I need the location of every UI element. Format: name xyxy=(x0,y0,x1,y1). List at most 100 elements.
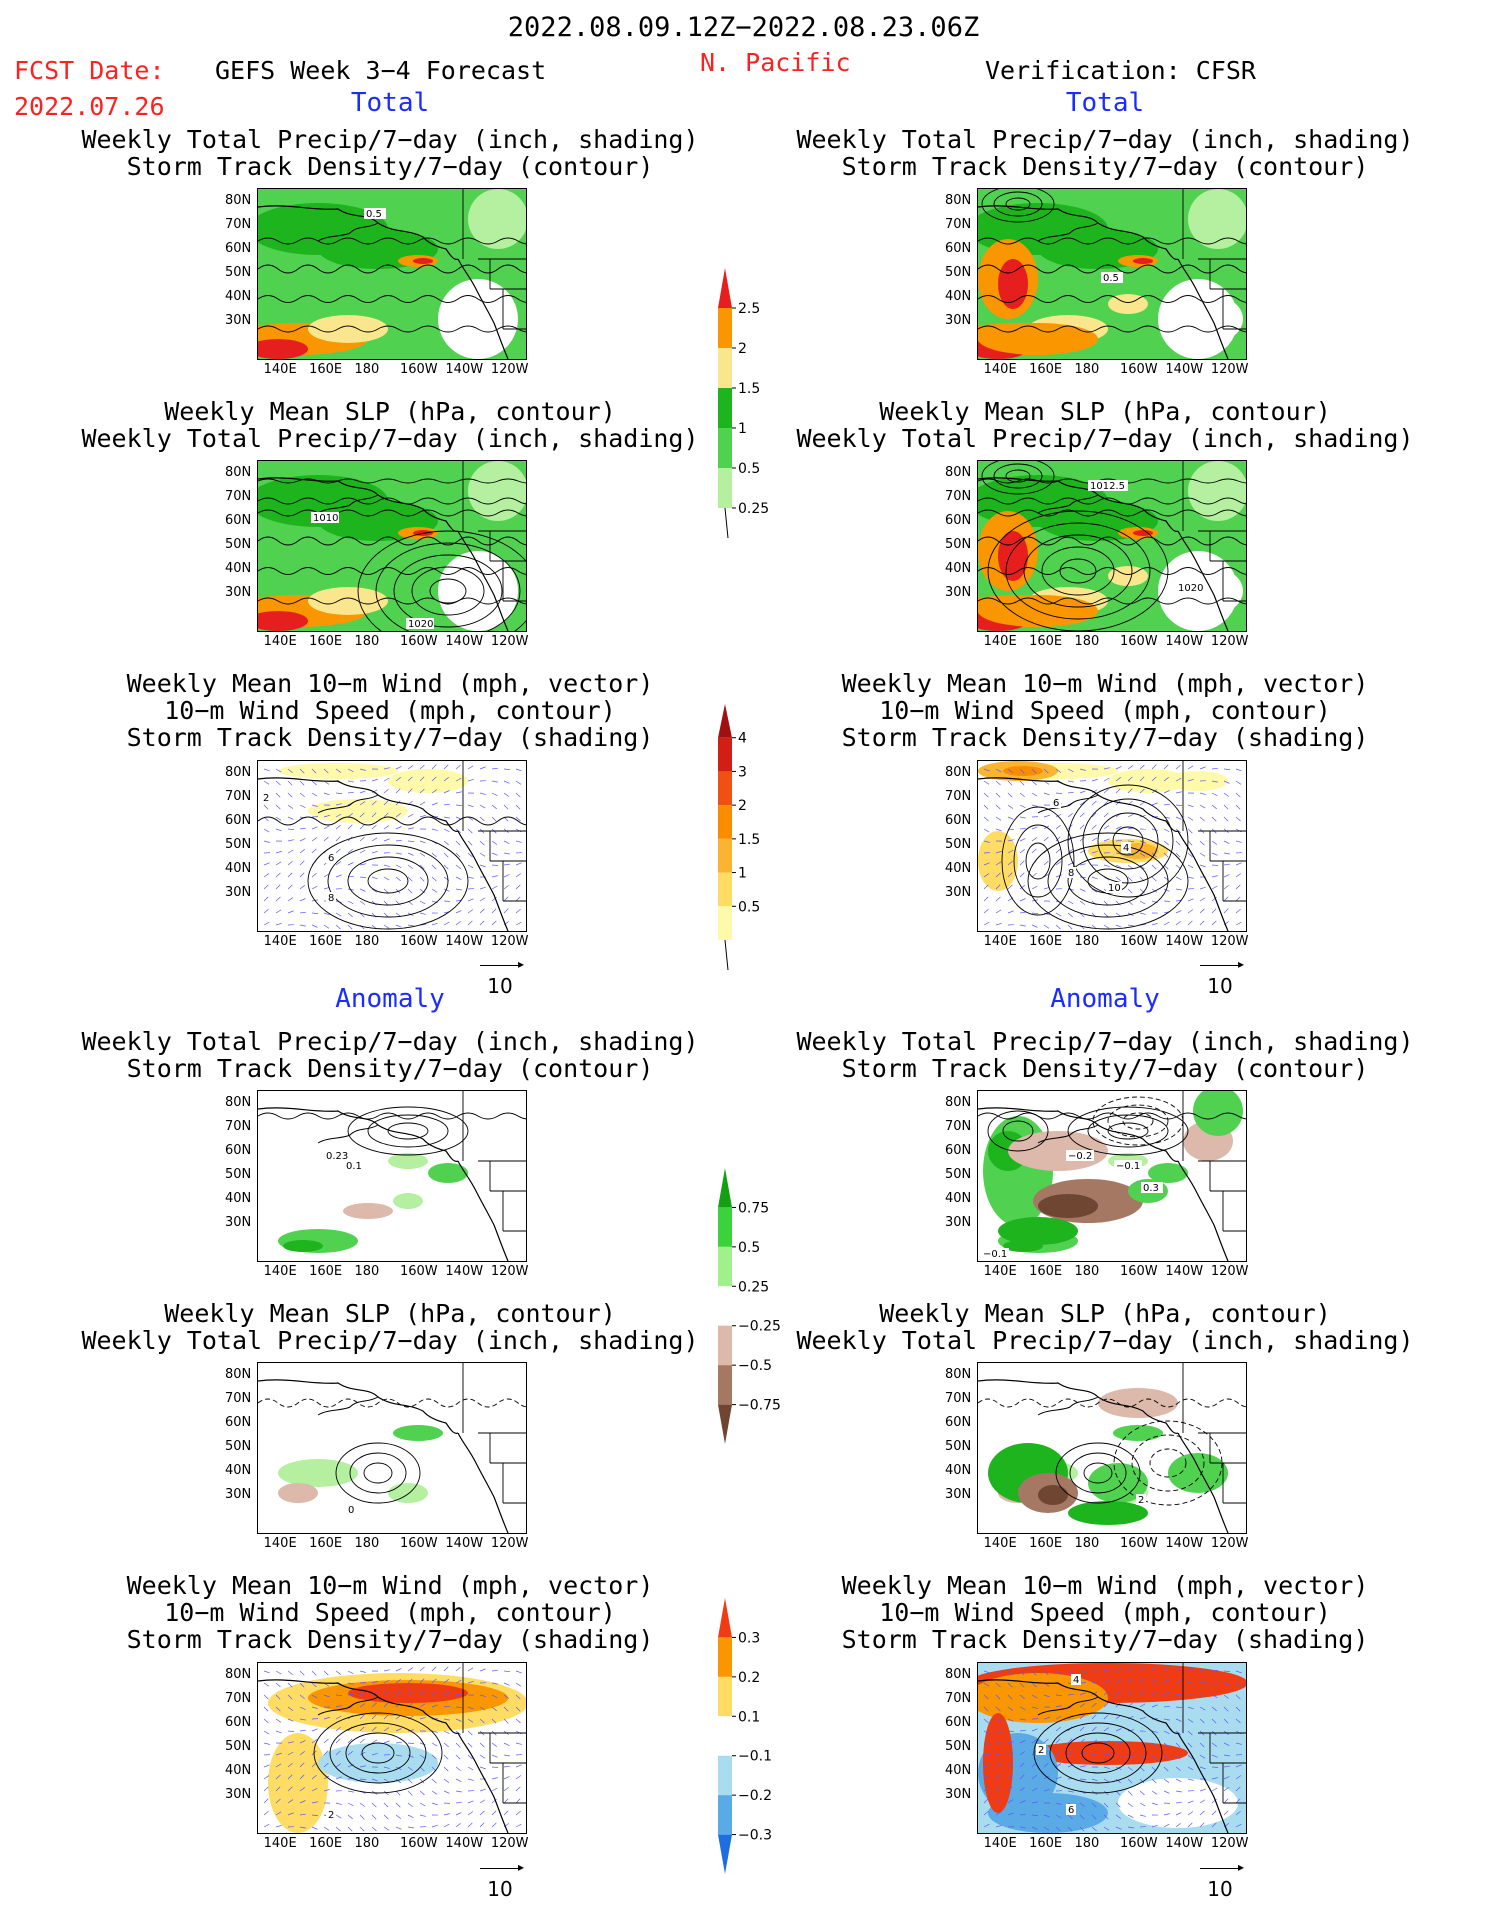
wind-speed-contour xyxy=(1112,826,1144,856)
colorbar-segment xyxy=(718,737,732,772)
lat-tick-label: 40N xyxy=(945,561,972,576)
shading-region xyxy=(343,1203,393,1219)
aleutians xyxy=(317,1124,379,1144)
panel-title: Weekly Mean SLP (hPa, contour) Weekly Tot… xyxy=(796,1299,1414,1355)
colorbar-label: 0.2 xyxy=(738,1670,760,1686)
track-anom-shading xyxy=(268,1733,328,1833)
contour-label: 4 xyxy=(1123,843,1129,854)
contour-label-bg xyxy=(1141,1182,1163,1193)
map-panel-forecast-slp: 1010 1020 xyxy=(257,460,527,632)
coastline xyxy=(457,530,509,631)
lon-tick-label: 140W xyxy=(1165,634,1204,649)
contour-label-bg xyxy=(1176,582,1204,593)
lat-tick-label: 80N xyxy=(945,1667,972,1682)
lon-tick-label: 140W xyxy=(1165,1836,1204,1851)
contour-label-bg xyxy=(1088,480,1128,491)
date-range: 2022.08.09.12Z−2022.08.23.06Z xyxy=(507,12,980,43)
slp-contour xyxy=(429,578,467,604)
shading-region xyxy=(413,258,433,264)
colorbar-track_total: 4 3 2 1.5 1 0.5 xyxy=(718,704,788,974)
colorbar-segment xyxy=(718,1168,732,1208)
contour-label-bg xyxy=(1051,797,1061,808)
lat-tick-label: 40N xyxy=(225,561,252,576)
contour-line xyxy=(993,191,1043,217)
track-contour xyxy=(258,1112,526,1120)
shading-region xyxy=(1188,461,1246,521)
coastline xyxy=(1177,1732,1229,1833)
contour-line xyxy=(978,295,1246,303)
lon-tick-label: 140W xyxy=(1165,934,1204,949)
state-borders xyxy=(462,461,526,602)
coastline xyxy=(258,1107,459,1162)
lon-tick-label: 160E xyxy=(1029,362,1063,377)
lon-tick-label: 140W xyxy=(445,1264,484,1279)
contour-line xyxy=(258,237,526,245)
colorbar-segment xyxy=(718,771,732,806)
lat-tick-label: 60N xyxy=(945,1715,972,1730)
shading-region xyxy=(1068,1501,1148,1525)
lat-tick-label: 80N xyxy=(225,1667,252,1682)
slp-contour xyxy=(258,497,526,505)
lat-tick-label: 50N xyxy=(945,837,972,852)
colorbar-label: 0.5 xyxy=(738,1240,760,1256)
colorbar-track_anom: 0.3 0.2 0.1 −0.1 −0.2 −0.3 xyxy=(718,1598,788,1908)
verification-label: Verification: CFSR xyxy=(985,56,1256,85)
contour-label-bg xyxy=(981,1248,1009,1259)
state-borders xyxy=(1182,1091,1246,1232)
map-panel-forecast-precip: 0.5 xyxy=(257,188,527,360)
lat-tick-label: 70N xyxy=(945,489,972,504)
fcst-date-label: FCST Date: xyxy=(14,56,165,85)
map-panel-verif-slp-anom: 2 xyxy=(977,1362,1247,1534)
contour-label: −0.1 xyxy=(1116,1161,1140,1172)
map-panel-verif-wind-anom: 4 2 6 xyxy=(977,1662,1247,1834)
lat-tick-label: 40N xyxy=(945,1763,972,1778)
shading-region xyxy=(258,339,308,359)
shading-region xyxy=(283,1240,323,1252)
lat-tick-label: 70N xyxy=(945,217,972,232)
colorbar-segment xyxy=(718,468,732,508)
lon-tick-label: 180 xyxy=(354,362,380,377)
map-panel-forecast-precip-anom: 0.23 0.1 xyxy=(257,1090,527,1262)
vector-reference: ▸ 10 xyxy=(1200,957,1244,998)
colorbar-segment xyxy=(718,1676,732,1717)
shading-region xyxy=(1193,1091,1243,1136)
lon-tick-label: 160E xyxy=(309,934,343,949)
wind-speed-contour xyxy=(1001,806,1075,916)
contour-label-bg xyxy=(326,892,336,903)
shading-region xyxy=(278,1483,318,1503)
contour-label-bg xyxy=(364,208,386,219)
contour-line xyxy=(981,189,1055,223)
state-borders xyxy=(462,1663,526,1804)
lon-tick-label: 140E xyxy=(983,934,1017,949)
lon-tick-label: 140E xyxy=(983,1264,1017,1279)
lat-tick-label: 70N xyxy=(225,1391,252,1406)
coastline xyxy=(258,1379,459,1434)
lat-tick-label: 40N xyxy=(225,1763,252,1778)
coastline xyxy=(457,1160,509,1261)
track-shading-bg xyxy=(258,761,526,931)
track-contour xyxy=(347,1106,469,1156)
lon-tick-label: 180 xyxy=(354,934,380,949)
shading-region xyxy=(1098,1388,1178,1418)
coastline xyxy=(258,477,459,532)
lat-tick-label: 80N xyxy=(225,1367,252,1382)
lon-tick-label: 160E xyxy=(1029,634,1063,649)
lon-tick-label: 160W xyxy=(1119,1836,1158,1851)
lat-tick-label: 60N xyxy=(225,513,252,528)
contour-label: 1020 xyxy=(408,619,433,630)
lon-tick-label: 140W xyxy=(445,1836,484,1851)
coastline xyxy=(1177,1160,1229,1261)
coastline xyxy=(258,777,459,832)
lat-tick-label: 70N xyxy=(225,489,252,504)
colorbar-segment xyxy=(718,1755,732,1796)
contour-label: 2 xyxy=(263,793,269,804)
lat-tick-label: 50N xyxy=(945,1739,972,1754)
contour-label-bg xyxy=(1066,1150,1094,1161)
slp-anom-contour xyxy=(1069,1452,1127,1494)
lat-tick-label: 80N xyxy=(945,1367,972,1382)
lat-tick-label: 30N xyxy=(225,1487,252,1502)
coastline xyxy=(978,777,1179,832)
lon-tick-label: 120W xyxy=(1210,634,1249,649)
colorbar-segment xyxy=(718,268,732,308)
colorbar-label: 1.5 xyxy=(738,381,760,397)
